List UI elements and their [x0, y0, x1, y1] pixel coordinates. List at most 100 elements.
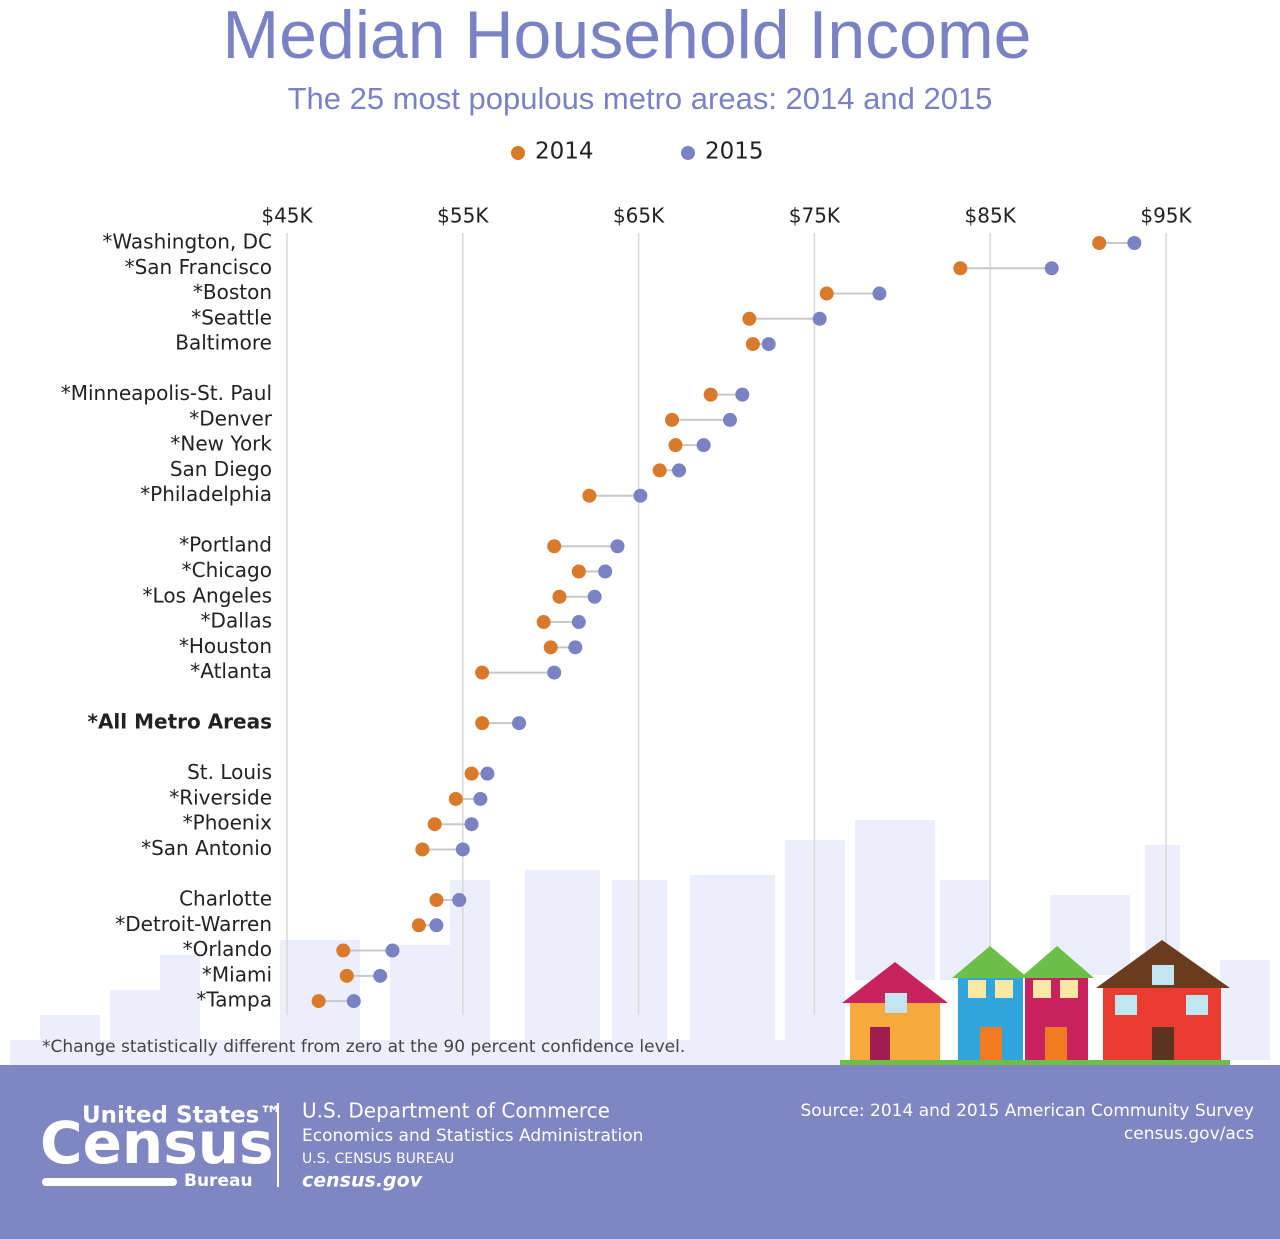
dot	[668, 438, 683, 453]
dot	[411, 918, 426, 933]
administration: Economics and Statistics Administration	[302, 1126, 643, 1146]
dot	[452, 893, 467, 908]
category-label: *Los Angeles	[143, 583, 272, 607]
footnote: *Change statistically different from zer…	[42, 1037, 685, 1057]
category-label: *Washington, DC	[102, 230, 272, 254]
legend-label: 2014	[535, 139, 594, 165]
dot	[1044, 261, 1059, 276]
dot	[512, 716, 527, 731]
dot	[415, 842, 430, 857]
dot	[475, 665, 490, 680]
dot	[473, 791, 488, 806]
logo-main: Census	[40, 1109, 274, 1177]
category-label: Charlotte	[179, 887, 272, 911]
dot	[339, 968, 354, 983]
dot	[745, 337, 760, 352]
category-label: *Tampa	[196, 988, 272, 1012]
source-url[interactable]: census.gov/acs	[1124, 1124, 1254, 1144]
dot	[536, 615, 551, 630]
dot	[448, 791, 463, 806]
dot	[552, 589, 567, 604]
category-label: *Minneapolis-St. Paul	[61, 381, 272, 405]
dot	[819, 286, 834, 301]
dot	[598, 564, 613, 579]
dot	[582, 488, 597, 503]
dot	[480, 766, 495, 781]
department: U.S. Department of Commerce	[302, 1099, 610, 1123]
dot	[373, 968, 388, 983]
dot	[547, 539, 562, 554]
dot	[543, 640, 558, 655]
subtitle: The 25 most populous metro areas: 2014 a…	[288, 81, 993, 116]
footer: United States™ Census Bureau U.S. Depart…	[40, 1099, 1254, 1192]
dot	[429, 918, 444, 933]
dot	[703, 387, 718, 402]
dot	[723, 412, 738, 427]
dot	[587, 589, 602, 604]
dot	[571, 615, 586, 630]
category-label: *San Francisco	[125, 255, 272, 279]
legend-marker	[681, 146, 695, 160]
dot	[672, 463, 687, 478]
dot	[652, 463, 667, 478]
x-tick-label: $45K	[261, 204, 313, 228]
dot	[665, 412, 680, 427]
dot	[1092, 236, 1107, 250]
dot	[610, 539, 625, 554]
category-label: *Chicago	[182, 558, 272, 582]
dot	[735, 387, 750, 402]
dot	[812, 311, 827, 326]
website[interactable]: census.gov	[302, 1170, 423, 1192]
footer-band	[0, 1065, 1280, 1239]
category-label: *Philadelphia	[140, 482, 272, 506]
logo-bottom: Bureau	[184, 1171, 253, 1191]
category-label: *Boston	[193, 280, 272, 304]
category-label: *Portland	[179, 533, 272, 557]
category-label: *Houston	[179, 634, 272, 658]
x-tick-label: $55K	[437, 204, 489, 228]
title: Median Household Income	[223, 0, 1032, 73]
category-label: *Seattle	[191, 305, 272, 329]
dot	[872, 286, 887, 301]
category-label: *Miami	[202, 962, 272, 986]
logo-top: United States™	[82, 1103, 282, 1129]
category-label: *Orlando	[183, 937, 272, 961]
legend-label: 2015	[705, 139, 764, 165]
category-label: Baltimore	[175, 331, 272, 355]
dot	[464, 766, 479, 781]
legend-marker	[511, 146, 525, 160]
category-label: *Detroit-Warren	[115, 912, 272, 936]
dot	[547, 665, 562, 680]
dot	[311, 994, 326, 1009]
category-label: San Diego	[170, 457, 272, 481]
x-tick-label: $75K	[789, 204, 841, 228]
x-tick-label: $85K	[965, 204, 1017, 228]
category-label: *Denver	[189, 406, 273, 430]
dot	[385, 943, 400, 958]
dot	[742, 311, 757, 326]
dot	[571, 564, 586, 579]
category-label: *New York	[170, 432, 272, 456]
dot	[1127, 236, 1142, 250]
dot	[761, 337, 776, 352]
dot	[455, 842, 470, 857]
dot	[346, 994, 361, 1009]
category-label: *Phoenix	[183, 811, 273, 835]
x-tick-label: $95K	[1140, 204, 1192, 228]
dot	[336, 943, 351, 958]
dot	[475, 716, 490, 731]
dot	[427, 817, 442, 832]
source: Source: 2014 and 2015 American Community…	[801, 1101, 1254, 1121]
dot	[464, 817, 479, 832]
bureau: U.S. CENSUS BUREAU	[302, 1151, 454, 1167]
dot	[568, 640, 583, 655]
houses	[840, 940, 1230, 1068]
dot	[429, 893, 444, 908]
category-label: *All Metro Areas	[87, 710, 272, 734]
x-tick-label: $65K	[613, 204, 665, 228]
category-label: *San Antonio	[141, 836, 272, 860]
plot: $45K $55K $65K $75K $85K $95K 2014 2015 *Washing…	[61, 139, 1193, 1015]
category-label: St. Louis	[187, 760, 272, 784]
category-label: *Dallas	[201, 609, 272, 633]
